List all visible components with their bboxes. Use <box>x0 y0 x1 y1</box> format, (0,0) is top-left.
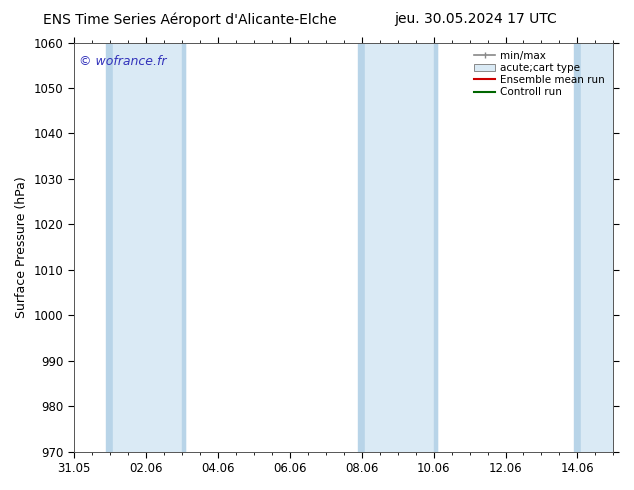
Bar <box>365 43 437 452</box>
Text: jeu. 30.05.2024 17 UTC: jeu. 30.05.2024 17 UTC <box>394 12 557 26</box>
Bar <box>574 43 581 452</box>
Bar <box>434 43 437 452</box>
Bar <box>182 43 185 452</box>
Y-axis label: Surface Pressure (hPa): Surface Pressure (hPa) <box>15 176 28 318</box>
Bar <box>581 43 614 452</box>
Bar <box>106 43 113 452</box>
Bar <box>113 43 185 452</box>
Text: ENS Time Series Aéroport d'Alicante-Elche: ENS Time Series Aéroport d'Alicante-Elch… <box>43 12 337 27</box>
Bar <box>358 43 365 452</box>
Text: © wofrance.fr: © wofrance.fr <box>79 55 167 68</box>
Legend: min/max, acute;cart type, Ensemble mean run, Controll run: min/max, acute;cart type, Ensemble mean … <box>471 48 608 100</box>
